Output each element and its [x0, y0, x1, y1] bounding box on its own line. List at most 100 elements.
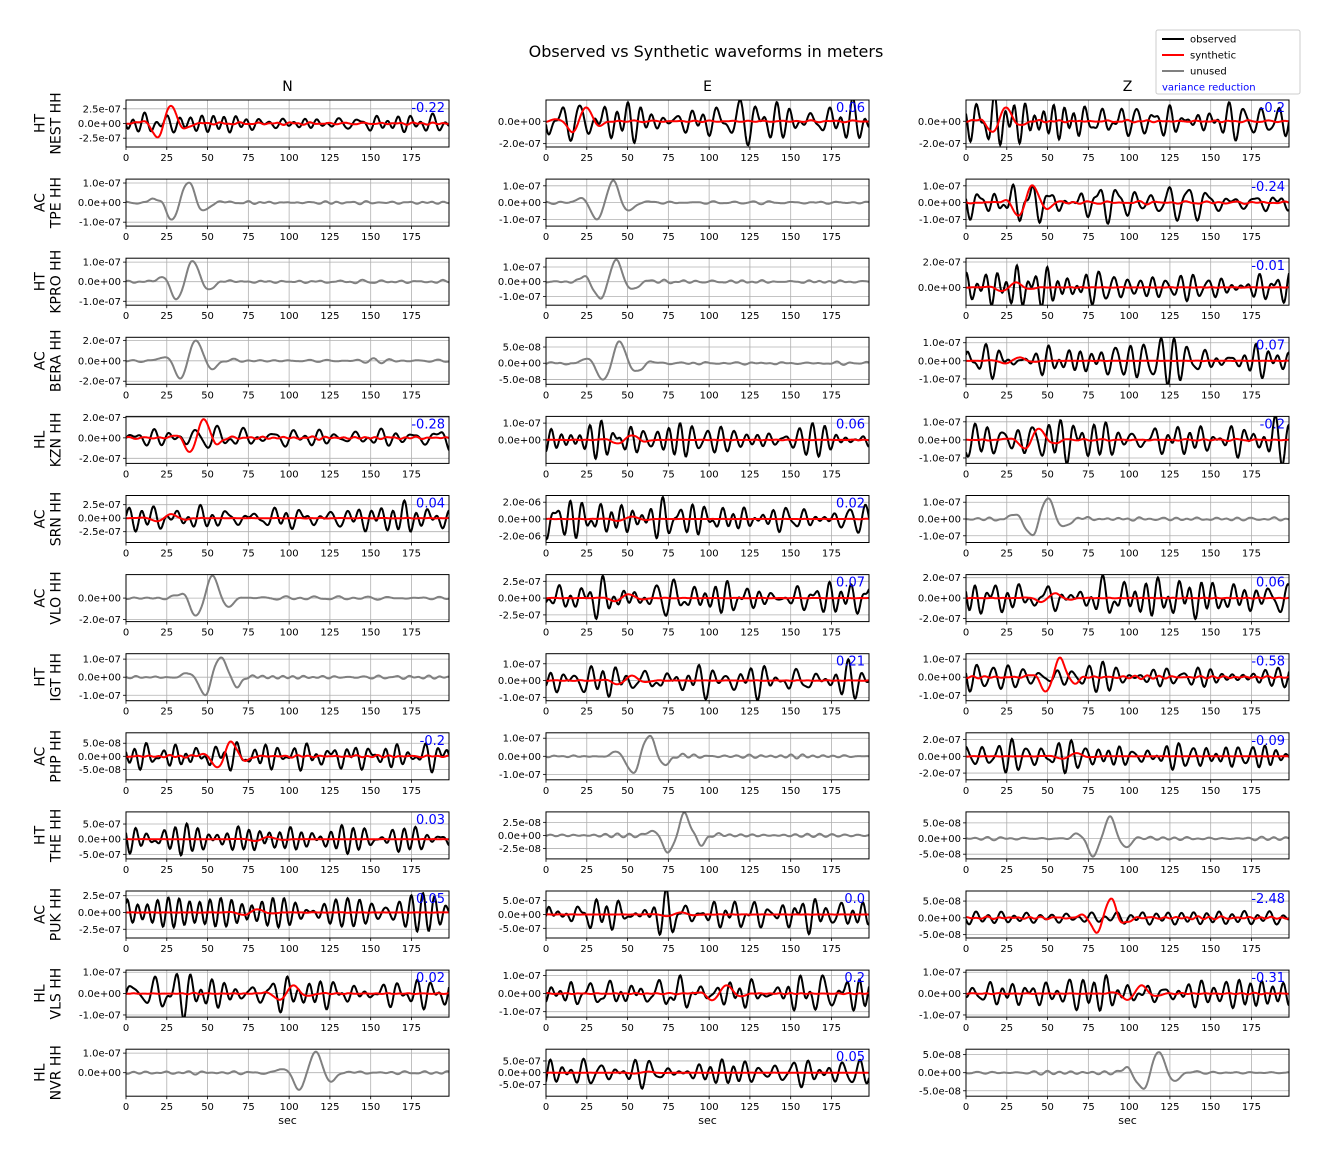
- variance-reduction-label: 0.02: [836, 497, 865, 512]
- x-tick-label: 25: [580, 1023, 593, 1034]
- x-tick-label: 25: [580, 311, 593, 322]
- x-tick-label: 25: [580, 786, 593, 797]
- y-tick-label: 0.0e+00: [918, 752, 961, 763]
- x-tick-label: 100: [280, 390, 299, 401]
- x-tick-label: 175: [822, 707, 841, 718]
- y-tick-label: -1.0e-07: [79, 1010, 121, 1021]
- x-tick-label: 100: [1120, 628, 1139, 639]
- x-tick-label: 75: [662, 390, 675, 401]
- x-tick-label: 75: [1082, 153, 1095, 164]
- y-tick-label: -2.0e-07: [79, 615, 121, 626]
- station-name: NVR HH: [49, 1045, 65, 1100]
- station-name: SRN HH: [49, 492, 65, 547]
- x-tick-label: 100: [1120, 1023, 1139, 1034]
- x-tick-label: 150: [781, 390, 800, 401]
- figure-title: Observed vs Synthetic waveforms in meter…: [529, 42, 884, 61]
- y-tick-label: 0.0e+00: [918, 989, 961, 1000]
- x-tick-label: 125: [320, 469, 339, 480]
- station-network: AC: [33, 193, 49, 212]
- waveform-panel: 5.0e-08 0.0e+00 -5.0e-080 25 50 75 100 125 150 17…: [498, 336, 870, 401]
- x-tick-label: 50: [201, 628, 214, 639]
- x-tick-label: 100: [700, 390, 719, 401]
- x-tick-label: 100: [700, 153, 719, 164]
- y-tick-label: -1.0e-07: [79, 691, 121, 702]
- x-tick-label: 125: [740, 865, 759, 876]
- synthetic-trace: [546, 434, 869, 445]
- x-tick-label: 150: [1201, 469, 1220, 480]
- synthetic-trace: [546, 674, 869, 686]
- x-tick-label: 150: [1201, 944, 1220, 955]
- variance-reduction-label: 0.03: [416, 813, 445, 828]
- y-tick-label: 0.0e+00: [78, 1068, 121, 1079]
- x-tick-label: 100: [700, 232, 719, 243]
- x-tick-label: 100: [700, 311, 719, 322]
- waveform-panel: 2.5e-07 0.0e+00 -2.5e-070 25 50 75 100 125 150 17…: [78, 79, 450, 164]
- waveform-panel: 1.0e-07 0.0e+00 -1.0e-070 25 50 75 100 125 150 17…: [78, 968, 450, 1034]
- y-tick-label: 0.0e+00: [918, 673, 961, 684]
- y-tick-label: -2.0e-07: [499, 139, 541, 150]
- x-tick-label: 50: [1041, 311, 1054, 322]
- waveform-panel: 1.0e-07 0.0e+00 -1.0e-070 25 50 75 100 125 150 17…: [78, 179, 450, 243]
- y-tick-label: 0.0e+00: [78, 198, 121, 209]
- x-tick-label: 175: [822, 469, 841, 480]
- waveform-panel: 1.0e-07 0.0e+00 -1.0e-070 25 50 75 100 125 150 17…: [498, 178, 870, 243]
- observed-trace: [546, 657, 869, 701]
- variance-reduction-label: 0.05: [416, 892, 445, 907]
- x-tick-label: 150: [1201, 1102, 1220, 1113]
- x-tick-label: 100: [700, 1102, 719, 1113]
- x-tick-label: 0: [963, 549, 969, 560]
- y-tick-label: 5.0e-07: [503, 1056, 541, 1067]
- station-network: HT: [33, 667, 49, 687]
- y-tick-label: 2.5e-07: [83, 104, 121, 115]
- x-tick-label: 50: [1041, 1102, 1054, 1113]
- x-tick-label: 75: [1082, 865, 1095, 876]
- y-tick-label: 2.0e-07: [923, 735, 961, 746]
- y-tick-label: -5.0e-07: [79, 850, 121, 861]
- waveform-panel: 2.5e-07 0.0e+00 -2.5e-070 25 50 75 100 125 150 17…: [78, 890, 450, 955]
- y-tick-label: 5.0e-08: [503, 343, 541, 354]
- y-tick-label: -5.0e-08: [919, 1086, 961, 1097]
- observed-trace: [966, 973, 1289, 1013]
- y-tick-label: 0.0e+00: [498, 198, 541, 209]
- station-label: HTKPRO HH: [33, 250, 65, 314]
- x-tick-label: 0: [543, 549, 549, 560]
- x-tick-label: 100: [1120, 944, 1139, 955]
- variance-reduction-label: 0.07: [836, 576, 865, 591]
- x-tick-label: 175: [402, 944, 421, 955]
- station-network: AC: [33, 509, 49, 528]
- station-label: ACBERA HH: [33, 329, 65, 392]
- station-network: AC: [33, 588, 49, 607]
- x-tick-label: 25: [1000, 628, 1013, 639]
- x-tick-label: 75: [1082, 390, 1095, 401]
- x-tick-label: 125: [1160, 944, 1179, 955]
- panel-frame: [545, 99, 870, 148]
- x-tick-label: 50: [621, 628, 634, 639]
- x-tick-label: 125: [320, 786, 339, 797]
- waveform-panel: 1.0e-07 0.0e+00 -1.0e-070 25 50 75 100 125 150 17…: [918, 336, 1290, 401]
- unused-trace: [546, 811, 869, 854]
- x-tick-label: 50: [621, 865, 634, 876]
- x-tick-label: 75: [242, 469, 255, 480]
- variance-reduction-label: -0.2: [420, 734, 445, 749]
- variance-reduction-label: -0.2: [1260, 417, 1285, 432]
- x-tick-label: 75: [662, 1102, 675, 1113]
- y-tick-label: 1.0e-07: [503, 181, 541, 192]
- y-tick-label: -1.0e-07: [919, 1010, 961, 1021]
- synthetic-trace: [126, 104, 449, 139]
- x-tick-label: 75: [1082, 786, 1095, 797]
- x-tick-label: 0: [123, 1102, 129, 1113]
- waveform-panel: 1.0e-07 0.0e+00 -1.0e-070 25 50 75 100 125 150 17…: [918, 653, 1290, 718]
- x-tick-label: 50: [1041, 469, 1054, 480]
- x-tick-label: 50: [621, 707, 634, 718]
- y-tick-label: -1.0e-07: [499, 215, 541, 226]
- x-tick-label: 100: [1120, 469, 1139, 480]
- x-tick-label: 100: [1120, 153, 1139, 164]
- y-tick-label: 0.0e+00: [78, 835, 121, 846]
- station-name: KZN HH: [49, 413, 65, 468]
- x-tick-label: 150: [1201, 865, 1220, 876]
- x-tick-label: 150: [361, 469, 380, 480]
- x-tick-label: 100: [280, 944, 299, 955]
- x-tick-label: 75: [1082, 311, 1095, 322]
- x-tick-label: 100: [700, 628, 719, 639]
- y-tick-label: 1.0e-07: [83, 1049, 121, 1060]
